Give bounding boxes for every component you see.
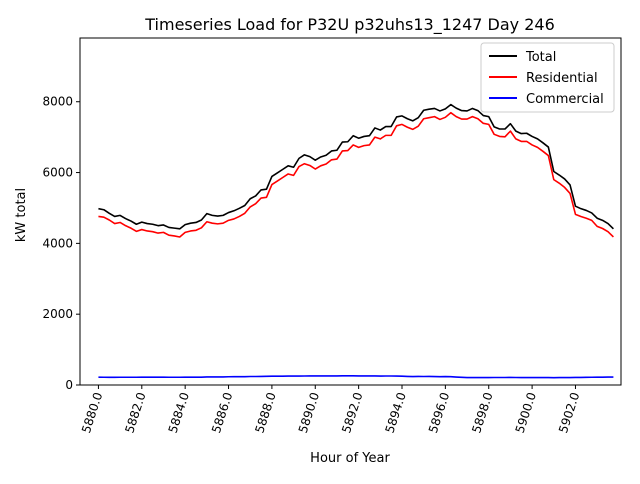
y-tick-label: 4000 bbox=[42, 236, 73, 250]
y-tick-label: 2000 bbox=[42, 307, 73, 321]
legend-label-commercial: Commercial bbox=[526, 92, 604, 107]
legend-label-residential: Residential bbox=[526, 71, 598, 86]
y-tick-label: 8000 bbox=[42, 95, 73, 109]
chart-title: Timeseries Load for P32U p32uhs13_1247 D… bbox=[144, 15, 555, 35]
y-tick-label: 0 bbox=[65, 378, 73, 392]
legend-label-total: Total bbox=[525, 50, 556, 65]
y-tick-label: 6000 bbox=[42, 166, 73, 180]
series-line-residential bbox=[98, 111, 614, 238]
series-line-total bbox=[98, 103, 614, 230]
plot-frame bbox=[79, 37, 622, 386]
legend-box bbox=[480, 42, 615, 113]
y-axis-label: kW total bbox=[14, 188, 29, 242]
legend: Total Residential Commercial bbox=[480, 42, 615, 113]
series-line-commercial bbox=[98, 375, 614, 379]
x-axis-label: Hour of Year bbox=[310, 451, 390, 466]
y-axis: 0 2000 4000 6000 8000 bbox=[42, 95, 80, 392]
